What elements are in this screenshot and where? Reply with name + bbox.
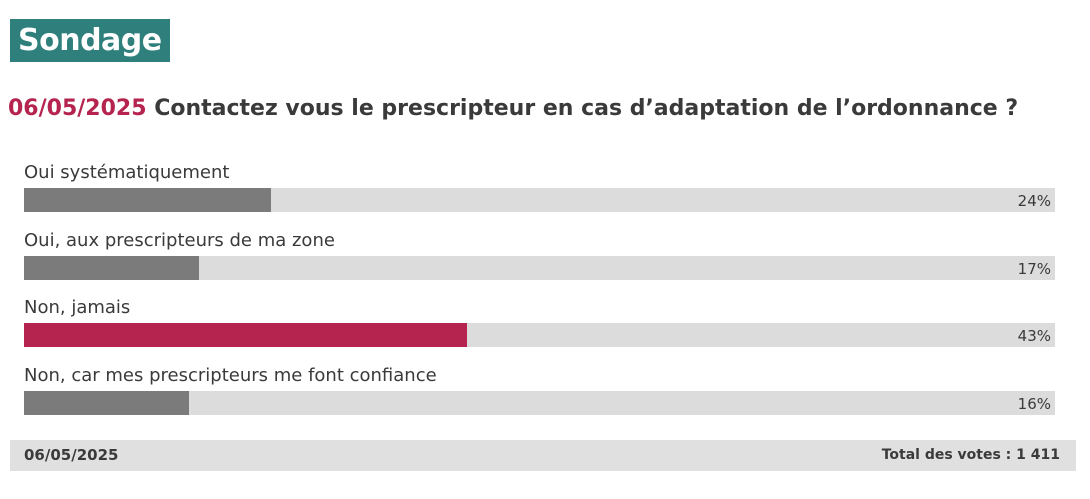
poll-option: Oui systématiquement 24%	[24, 158, 1055, 226]
bar-fill	[24, 188, 272, 212]
option-percent: 24%	[1017, 192, 1051, 210]
question-text: Contactez vous le prescripteur en cas d’…	[154, 96, 1019, 121]
bar-fill	[24, 390, 189, 415]
bar-track: 16%	[24, 390, 1055, 415]
footer-date: 06/05/2025	[24, 446, 119, 464]
option-percent: 17%	[1017, 259, 1051, 278]
vote-total: Total des votes : 1 411	[881, 447, 1060, 463]
poll-options: Oui systématiquement 24% Oui, aux prescr…	[24, 158, 1055, 428]
poll-question: 06/05/2025 Contactez vous le prescripteu…	[8, 92, 1078, 126]
poll-option: Non, car mes prescripteurs me font confi…	[24, 361, 1055, 429]
option-percent: 16%	[1017, 394, 1051, 413]
bar-track: 17%	[24, 255, 1055, 280]
option-label: Non, jamais	[24, 297, 131, 318]
poll-footer: 06/05/2025 Total des votes : 1 411	[10, 440, 1076, 471]
sondage-badge: Sondage	[10, 19, 170, 62]
question-date: 06/05/2025	[8, 96, 147, 121]
poll-option: Oui, aux prescripteurs de ma zone 17%	[24, 226, 1055, 294]
option-label: Non, car mes prescripteurs me font confi…	[24, 364, 437, 386]
bar-fill	[24, 255, 200, 280]
poll-option: Non, jamais 43%	[24, 293, 1055, 361]
option-label: Oui, aux prescripteurs de ma zone	[24, 229, 335, 251]
option-percent: 43%	[1017, 327, 1051, 345]
bar-track: 43%	[24, 323, 1055, 347]
bar-track: 24%	[24, 188, 1055, 212]
bar-fill	[24, 323, 468, 347]
option-label: Oui systématiquement	[24, 162, 230, 183]
